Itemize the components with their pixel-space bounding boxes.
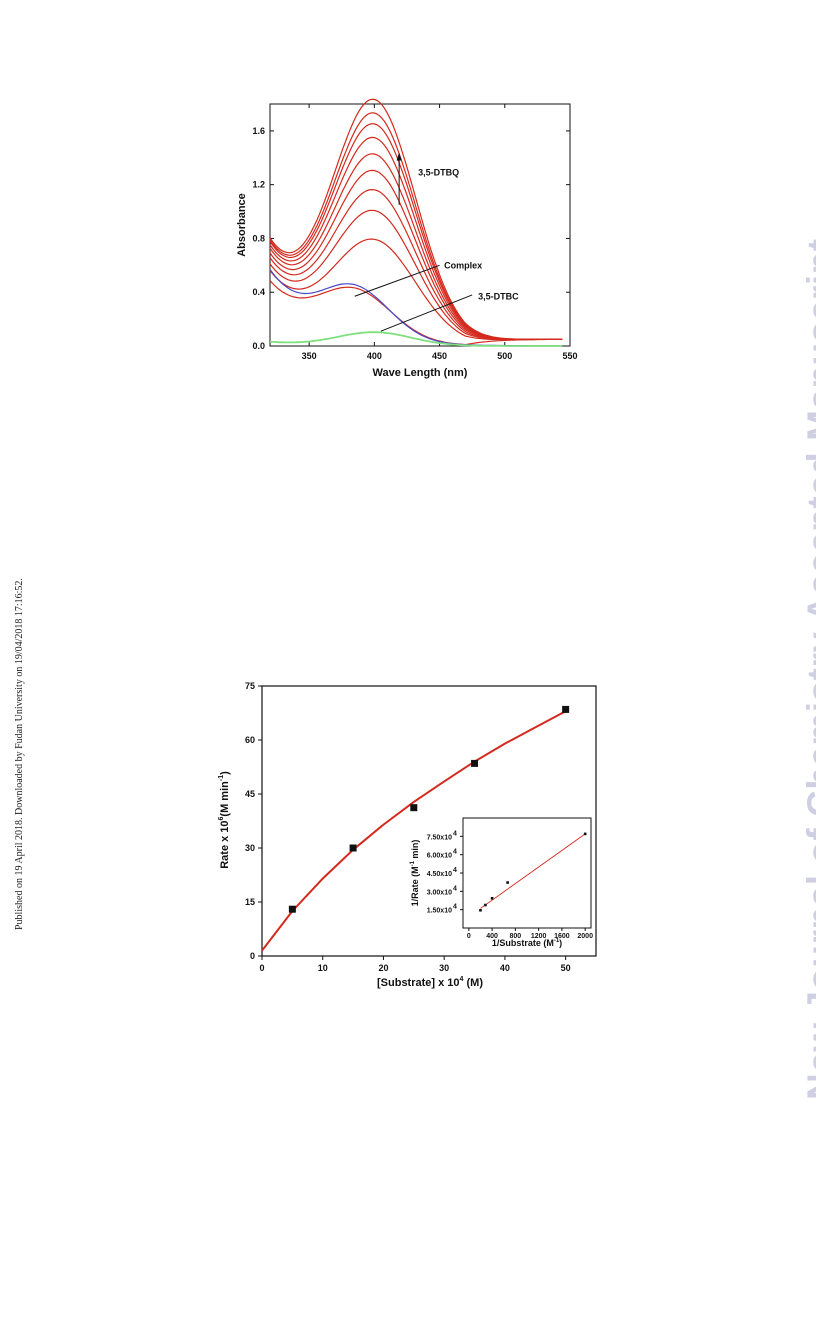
dtbq-arrowhead — [396, 152, 402, 161]
plot1-ytick-label: 0.0 — [252, 341, 265, 351]
plot2-point-2 — [410, 804, 418, 812]
plot2-fit-curve — [261, 710, 567, 952]
plot2-xtick-label: 30 — [439, 963, 449, 973]
plot2-ytick-label: 60 — [245, 735, 255, 745]
inset-ytick-label: 7.50x10 — [427, 834, 452, 841]
plot1-ytick-label: 0.8 — [252, 233, 265, 243]
dtbc-arrow — [380, 294, 473, 332]
inset-point-0 — [479, 908, 482, 912]
inset-ylabel: 1/Rate (M-1 min) — [410, 840, 420, 907]
plot2-frame — [261, 685, 597, 957]
inset-ytick-exponent: 4 — [453, 849, 457, 856]
plot1-xlabel: Wave Length (nm) — [373, 367, 468, 379]
plot1-ticks: 350 400 450 500 550 0.0 0.4 0.8 1.2 1.6 — [252, 104, 578, 361]
plot1-series-green-11 — [269, 331, 563, 347]
plot2-points — [288, 705, 570, 913]
absorbance-spectrum-chart: 350 400 450 500 550 0.0 0.4 0.8 1.2 1.6 3,5-DTBQ C… — [236, 98, 578, 379]
plot1-xtick-label: 500 — [497, 351, 512, 361]
inset-ytick-exponent: 4 — [453, 867, 457, 874]
plot1-series-red-6 — [269, 136, 563, 340]
plot1-series-red-5 — [269, 153, 563, 340]
inset-ytick-exponent: 4 — [453, 904, 457, 911]
inset-xtick-label: 0 — [467, 933, 471, 940]
inset-point-1 — [484, 903, 487, 907]
plot1-annotation-2: 3,5-DTBC — [478, 291, 519, 301]
inset-frame — [462, 817, 592, 929]
plot1-series-red-9 — [269, 98, 563, 340]
inset-ticks: 0 400 800 1200 1600 20001.50x1043.00x1044.50x… — [427, 830, 593, 940]
plot2-xtick-label: 40 — [500, 963, 510, 973]
plot2-point-0 — [288, 905, 296, 913]
complex-arrow — [354, 264, 440, 297]
inset-fit-line-path — [480, 833, 586, 909]
plot2-xtick-label: 50 — [561, 963, 571, 973]
plot2-xtick-label: 20 — [378, 963, 388, 973]
plot1-xtick-label: 450 — [432, 351, 447, 361]
plot2-fit-line — [261, 710, 567, 952]
plot1-ylabel: Absorbance — [236, 193, 248, 257]
plot1-curves — [269, 98, 563, 347]
inset-ytick-label: 3.00x10 — [427, 889, 452, 896]
inset-ytick-label: 1.50x10 — [427, 908, 452, 915]
plot1-annotations: 3,5-DTBQ Complex 3,5-DTBC — [354, 152, 519, 332]
plot1-annotation-1: Complex — [444, 260, 482, 270]
inset-points — [479, 832, 587, 912]
plot2-xlabel: [Substrate] x 104 (M) — [377, 976, 483, 989]
plot2-ytick-label: 75 — [245, 681, 255, 691]
plot1-series-red-2 — [269, 209, 563, 341]
inset-xlabel: 1/Substrate (M-1) — [492, 938, 562, 948]
inset-xtick-label: 1200 — [531, 933, 547, 940]
plot1-xtick-label: 350 — [302, 351, 317, 361]
inset-point-2 — [490, 897, 494, 900]
inset-fit-line — [480, 833, 586, 909]
inset-ytick-label: 4.50x10 — [427, 871, 452, 878]
plot1-annotation-0: 3,5-DTBQ — [418, 168, 459, 178]
plot2-ytick-label: 15 — [245, 897, 255, 907]
plot1-ytick-label: 0.4 — [252, 287, 265, 297]
inset-point-3 — [506, 881, 509, 884]
plot2-ytick-label: 45 — [245, 789, 255, 799]
inset-xtick-label: 800 — [510, 933, 522, 940]
inset-xtick-label: 2000 — [577, 933, 593, 940]
inset-ytick-exponent: 4 — [453, 885, 457, 892]
plot2-xtick-label: 0 — [259, 963, 264, 973]
plot1-series-blue-10 — [269, 269, 563, 347]
plot1-xtick-label: 550 — [562, 351, 577, 361]
inset-xtick-label: 400 — [486, 933, 498, 940]
plot2-ytick-label: 30 — [245, 843, 255, 853]
plot2-point-3 — [471, 759, 479, 767]
inset-xtick-label: 1600 — [554, 933, 570, 940]
inset-point-4 — [583, 832, 587, 836]
inset-ytick-exponent: 4 — [453, 830, 457, 837]
plot1-ytick-label: 1.2 — [252, 180, 265, 190]
plot2-point-4 — [562, 705, 570, 713]
plot2-xtick-label: 10 — [318, 963, 328, 973]
plot1-xtick-label: 400 — [367, 351, 382, 361]
plot2-ylabel: Rate x 106(M min-1) — [218, 771, 231, 869]
plot2-ytick-label: 0 — [250, 951, 255, 961]
plot2-point-1 — [349, 844, 357, 852]
plot1-ytick-label: 1.6 — [252, 126, 265, 136]
plot1-frame — [269, 103, 571, 347]
inset-ytick-label: 6.00x10 — [427, 853, 452, 860]
